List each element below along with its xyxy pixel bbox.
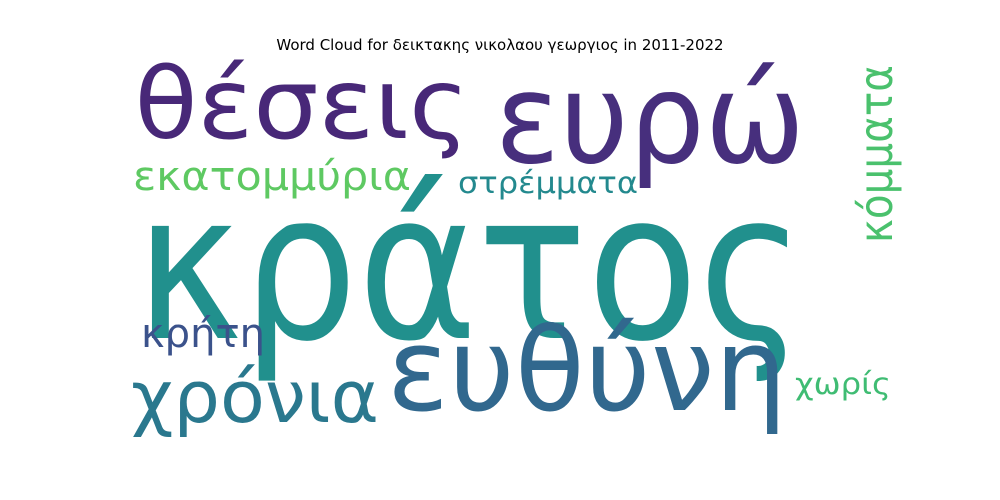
word-0: κράτος [135, 149, 805, 387]
word-5: εκατομμύρια [133, 154, 411, 200]
chart-title: Word Cloud for δεικτακης νικολαου γεωργι… [276, 36, 724, 54]
word-9: χωρίς [795, 367, 891, 402]
word-1: ευρώ [495, 47, 805, 192]
word-3: θέσεις [135, 48, 470, 162]
word-4: χρόνια [131, 355, 379, 439]
word-2: ευθύνη [387, 304, 787, 438]
word-8: στρέμματα [458, 166, 638, 201]
word-6: κόμματα [849, 65, 903, 243]
word-7: κρήτη [141, 311, 265, 357]
